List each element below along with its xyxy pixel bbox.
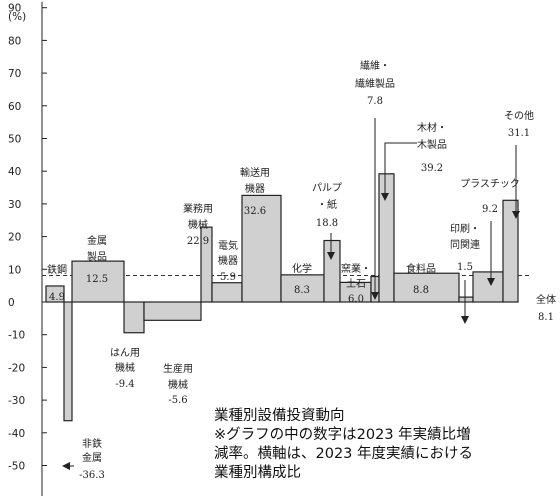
bar-label: 生産用 <box>163 362 193 375</box>
bar <box>393 272 460 303</box>
bar-label: プラスチック <box>460 178 520 190</box>
bar-value-label: 6.0 <box>348 294 364 305</box>
bar <box>472 271 504 303</box>
bar-value-label: 5.9 <box>220 272 236 283</box>
y-tick-label: 0 <box>8 297 15 309</box>
bar-value-label: 1.5 <box>457 262 473 273</box>
bar-label: 金属 <box>82 451 102 464</box>
y-axis: 90 80 70 60 50 40 30 20 10 0 -10 -20 -30 -40 -50 <box>8 1 47 496</box>
bar <box>502 199 519 303</box>
bar-label: 窯業・ <box>341 262 371 275</box>
bar-label: 非鉄 <box>82 437 102 450</box>
reference-line-value: 8.1 <box>538 312 554 323</box>
bar-label: 電気 <box>218 239 238 252</box>
bar-label: はん用 <box>110 347 140 359</box>
bar-label: 業務用 <box>183 202 213 215</box>
bar <box>63 301 73 422</box>
bar-label: 機器 <box>245 182 265 195</box>
y-tick-label: 50 <box>8 134 21 146</box>
bar-value-label: 22.9 <box>187 236 209 247</box>
bar-value-label: 4.9 <box>49 292 65 303</box>
bar <box>45 285 65 303</box>
bar-label: パルプ <box>312 182 342 194</box>
reference-line-label: 全体 <box>536 293 556 306</box>
bar-value-label: 39.2 <box>421 163 443 174</box>
y-tick-label: 20 <box>8 232 21 244</box>
bar-value-label: 31.1 <box>508 128 530 139</box>
y-tick-label: -30 <box>8 395 25 407</box>
y-tick-label: 80 <box>8 35 21 47</box>
bar-label: 繊維・ <box>360 59 390 72</box>
bar-label: 機械 <box>115 361 135 374</box>
bar-label: 木材・ <box>417 121 447 134</box>
bar-label: 同関連 <box>450 238 480 251</box>
bar <box>123 301 145 334</box>
bar-label: 機器 <box>218 254 238 267</box>
bar-value-label: 9.2 <box>482 204 498 215</box>
bar <box>143 301 202 321</box>
y-tick-label: 40 <box>8 166 21 178</box>
y-tick-label: -40 <box>8 428 25 440</box>
caption-line: 業種別構成比 <box>214 464 301 481</box>
y-tick-label: 70 <box>8 68 21 80</box>
bar-value-label: 8.8 <box>413 285 429 296</box>
bar-label: 印刷・ <box>450 223 480 235</box>
bar-value-label: 12.5 <box>86 274 108 285</box>
bar-label: ・紙 <box>317 198 337 211</box>
y-unit-label: (%) <box>8 11 26 23</box>
caption-line: 減率。横軸は、2023 年度実績における <box>214 445 473 462</box>
bar <box>200 226 213 303</box>
bar <box>323 239 341 303</box>
bar-label: 土石 <box>346 277 366 290</box>
bar-label: 鉄鋼 <box>47 263 67 276</box>
y-tick-label: 10 <box>8 264 21 276</box>
bar-label: 化学 <box>292 262 312 275</box>
bar-value-label: 7.8 <box>367 96 383 107</box>
y-tick-label: 90 <box>8 3 21 15</box>
bar-annotations: 鉄鋼4.9非鉄金属-36.3金属製品12.5はん用機械-9.4生産用機械-5.6… <box>47 59 534 481</box>
bar-label: 輸送用 <box>240 166 270 179</box>
bar <box>71 260 125 303</box>
chart-caption: 業種別設備投資動向 ※グラフの中の数字は2023 年実績比増減率。横軸は、2023… <box>214 407 473 481</box>
bar-value-label: -9.4 <box>115 379 134 390</box>
bar-label: 食料品 <box>406 262 436 275</box>
bar-label: 木製品 <box>417 138 447 151</box>
bar-value-label: 8.3 <box>294 285 310 296</box>
bar-label: 製品 <box>87 250 107 263</box>
bar-label: 繊維製品 <box>355 77 395 90</box>
bar <box>458 296 474 303</box>
y-tick-label: 60 <box>8 101 21 113</box>
bar-value-label: -5.6 <box>168 395 187 406</box>
bar <box>378 173 395 303</box>
bar-value-label: 18.8 <box>316 218 338 229</box>
bar-label: 金属 <box>87 234 107 247</box>
bar-value-label: -36.3 <box>79 470 105 481</box>
caption-line: 業種別設備投資動向 <box>214 407 345 424</box>
annotation-arrow <box>381 142 417 201</box>
bars <box>45 173 519 422</box>
caption-line: ※グラフの中の数字は2023 年実績比増 <box>214 426 471 443</box>
y-tick-label: -50 <box>8 461 25 473</box>
bar <box>241 194 282 303</box>
bar <box>211 282 243 303</box>
y-tick-label: 30 <box>8 199 21 211</box>
bar-value-label: 32.6 <box>244 206 266 217</box>
bar-label: その他 <box>504 109 534 122</box>
bar-label: 機械 <box>188 218 208 231</box>
y-tick-label: -10 <box>8 330 25 342</box>
y-tick-label: -20 <box>8 362 25 374</box>
bar-label: 機械 <box>168 378 188 391</box>
